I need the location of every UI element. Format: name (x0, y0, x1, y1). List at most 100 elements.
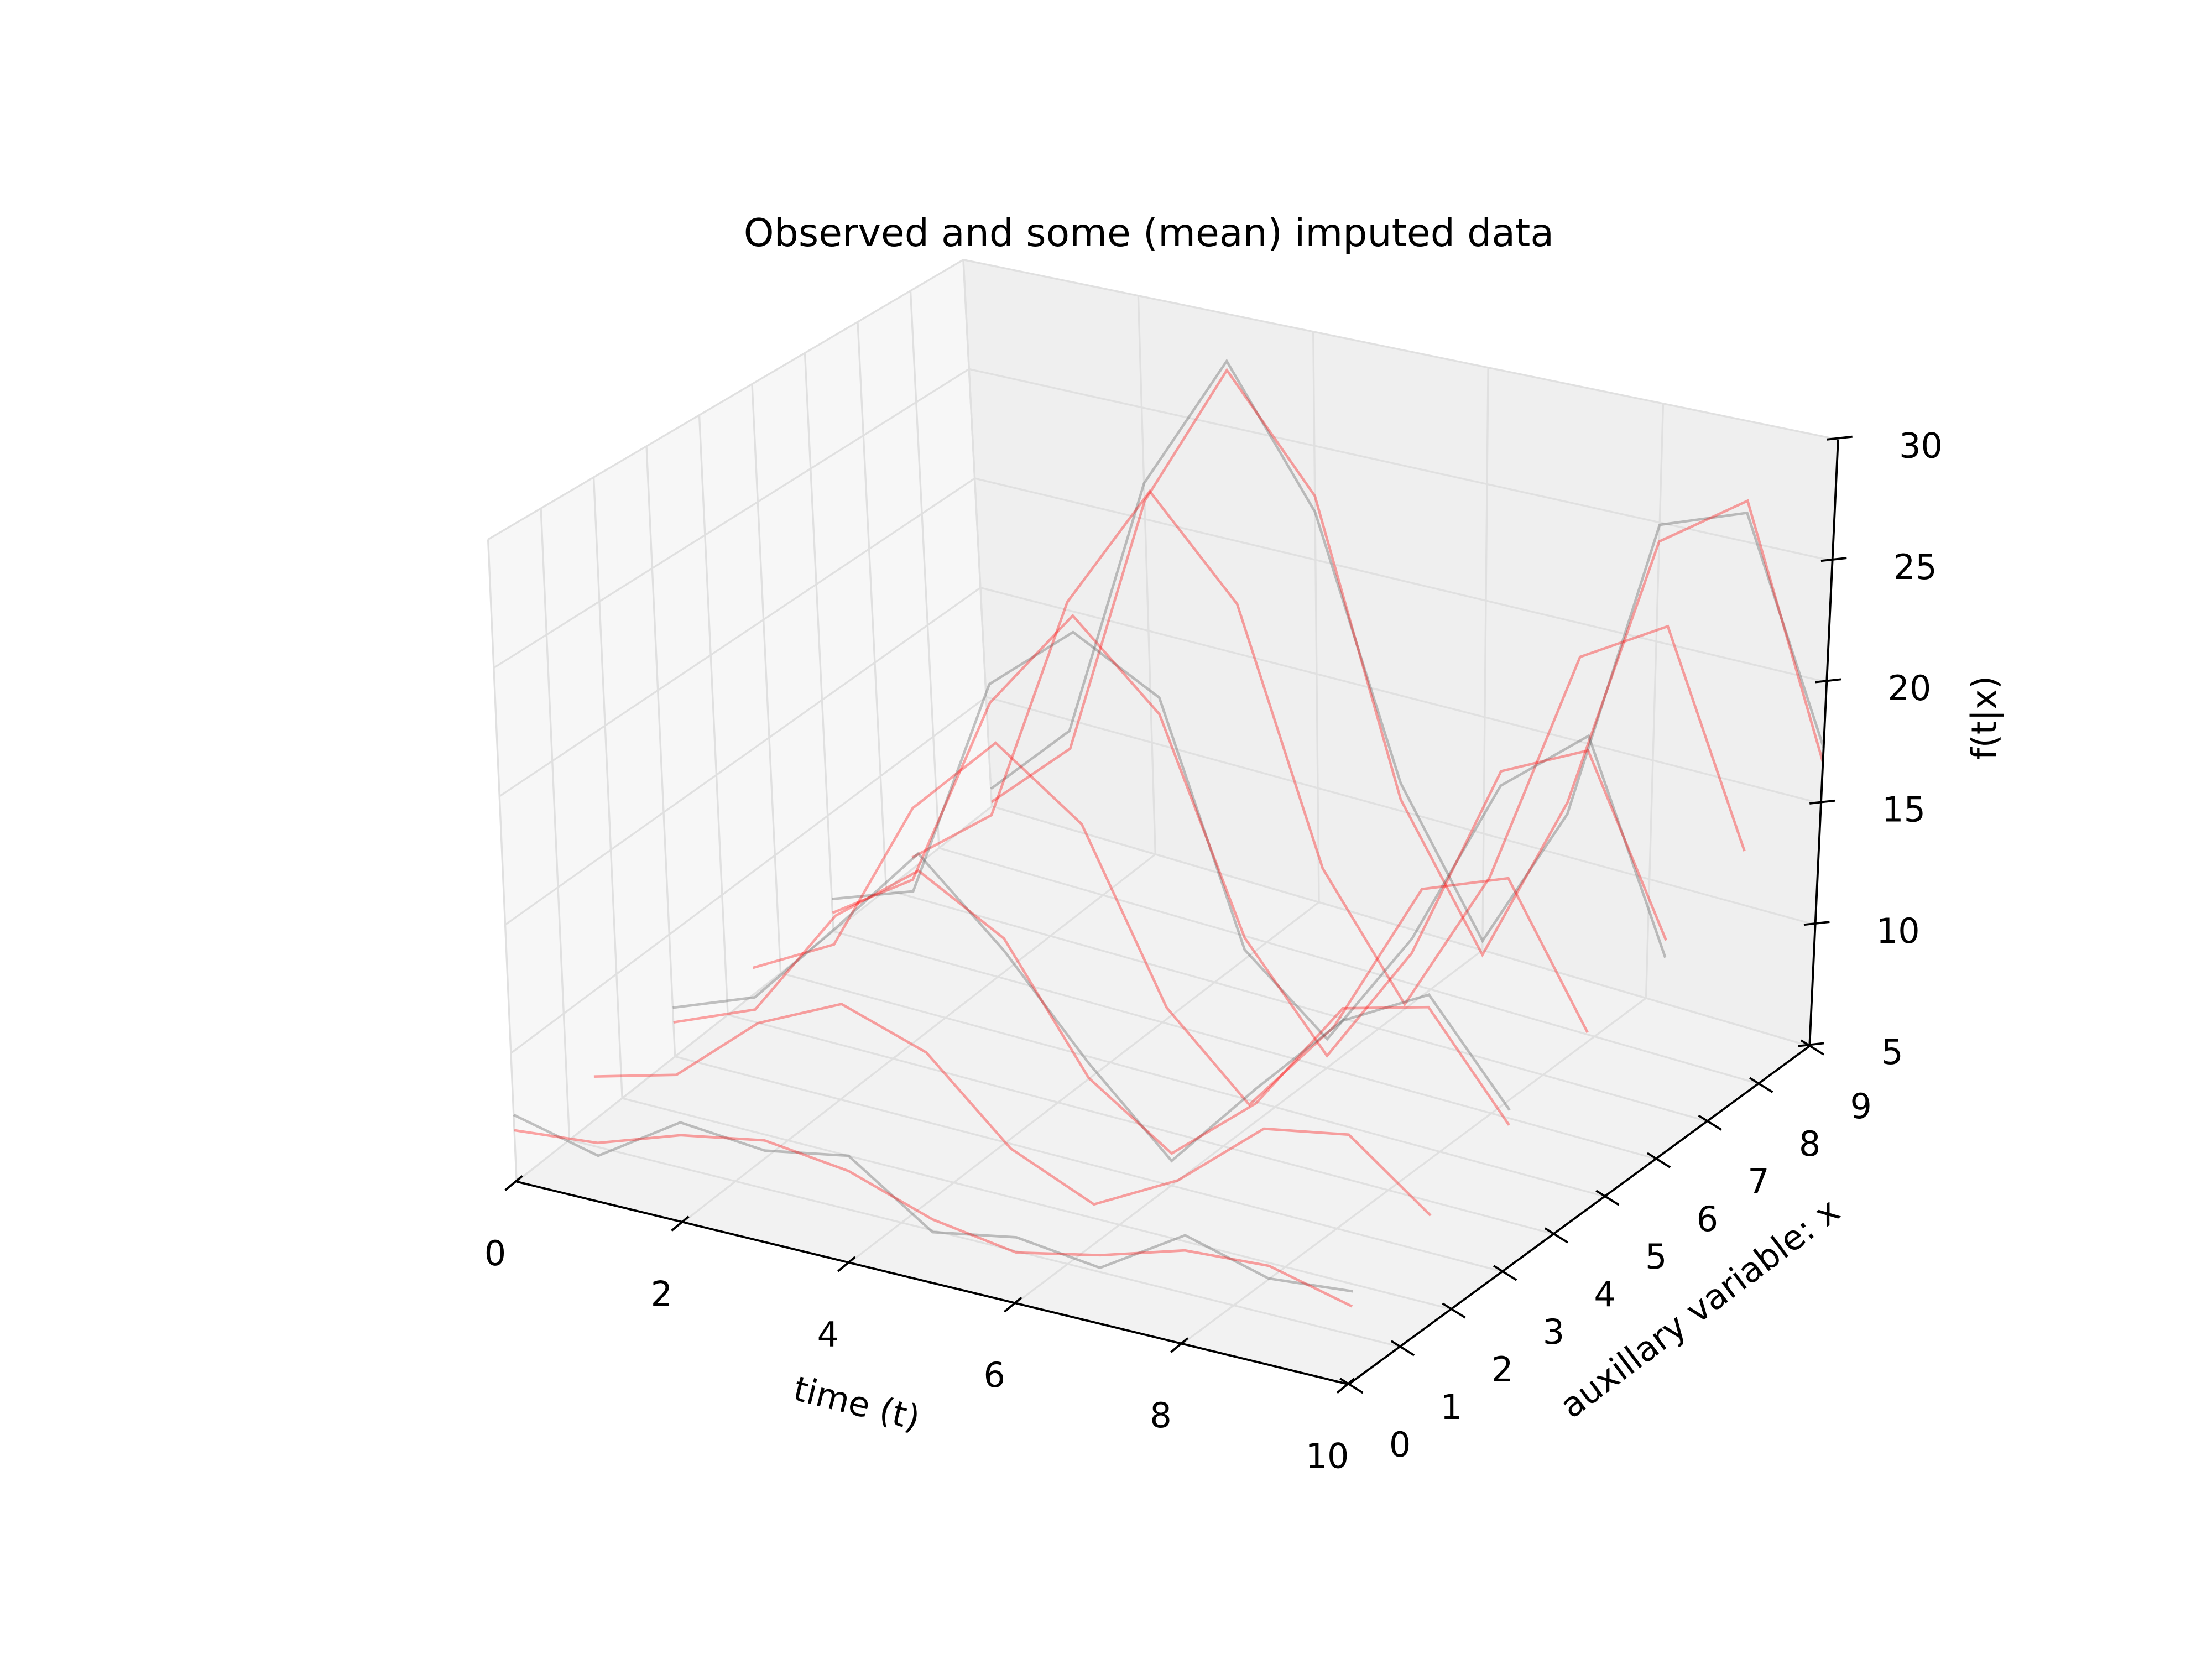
y-tick-label: 4 (1594, 1275, 1615, 1314)
grid-line (592, 477, 623, 1099)
y-tick (1339, 1378, 1364, 1394)
y-tick (1493, 1265, 1517, 1281)
grid-line (499, 477, 975, 797)
x-axis (516, 1180, 1349, 1386)
y-tick-label: 0 (1389, 1425, 1411, 1465)
curve (832, 613, 1667, 1058)
grid-line (780, 972, 1605, 1198)
grid-line (963, 259, 1839, 441)
grid-line (962, 259, 993, 807)
grid-line (675, 1055, 1503, 1272)
curve (990, 368, 1824, 958)
grid-line (1481, 367, 1489, 951)
z-tick (1827, 435, 1853, 441)
y-tick (1698, 1114, 1722, 1131)
z-tick (1809, 799, 1835, 805)
z-tick (1820, 557, 1847, 562)
floor-pane (517, 806, 1810, 1385)
x-tick-label: 8 (1150, 1396, 1171, 1436)
x-tick-label: 6 (983, 1355, 1005, 1395)
y-tick-label: 9 (1850, 1087, 1871, 1126)
y-axis (1348, 1045, 1811, 1385)
y-tick-label: 7 (1747, 1162, 1769, 1202)
y-tick (1442, 1302, 1466, 1319)
grid-line (569, 1139, 1400, 1348)
z-tick-label: 20 (1888, 669, 1932, 708)
grid-line (1181, 997, 1647, 1345)
curve (514, 1129, 1353, 1308)
grid-line (985, 696, 1816, 926)
y-tick-label: 1 (1441, 1387, 1462, 1427)
grid-line (493, 368, 970, 669)
grid-line (516, 805, 993, 1183)
x-tick (671, 1215, 690, 1232)
x-tick-label: 10 (1306, 1436, 1349, 1476)
grid-line (938, 847, 1759, 1085)
x-tick (504, 1175, 523, 1191)
y-tick-label: 3 (1543, 1312, 1564, 1352)
curve (672, 852, 1511, 1163)
y-tick-label: 8 (1799, 1124, 1820, 1164)
y-tick (1646, 1152, 1671, 1168)
z-tick (1815, 678, 1841, 684)
curve (990, 358, 1825, 943)
y-tick-label: 5 (1645, 1237, 1667, 1277)
y-tick-label: 2 (1491, 1350, 1513, 1390)
curve (593, 1003, 1432, 1217)
grid-line (857, 321, 888, 890)
grid-line (622, 1097, 1452, 1310)
x-tick (1170, 1337, 1189, 1353)
z-tick (1803, 921, 1830, 926)
back-pane (963, 259, 1838, 1046)
y-tick (1390, 1340, 1415, 1357)
z-tick-label: 30 (1899, 426, 1943, 466)
x-tick (837, 1256, 856, 1272)
grid-line (540, 508, 571, 1140)
x-tick-label: 2 (651, 1274, 672, 1314)
x-tick (1004, 1296, 1022, 1313)
z-tick (1798, 1042, 1824, 1047)
x-tick-label: 0 (484, 1234, 506, 1274)
grid-line (848, 901, 1320, 1264)
x-tick (1336, 1378, 1355, 1394)
grid-line (804, 353, 834, 932)
grid-line (1645, 403, 1665, 998)
z-tick-label: 25 (1893, 547, 1937, 587)
grid-line (1312, 331, 1320, 902)
grid-line (487, 259, 964, 540)
grid-line (974, 477, 1827, 684)
x-tick-label: 4 (817, 1315, 839, 1355)
z-tick-label: 5 (1881, 1032, 1903, 1072)
y-tick (1595, 1190, 1620, 1206)
grid-line (886, 889, 1708, 1123)
grid-line (968, 368, 1833, 562)
z-tick-label: 10 (1876, 911, 1920, 951)
curve (673, 869, 1510, 1155)
y-tick (1749, 1077, 1773, 1093)
grid-line (645, 446, 676, 1057)
grid-line (992, 805, 1810, 1047)
grid-line (1015, 949, 1483, 1304)
curve (911, 489, 1746, 1007)
chart-title: Observed and some (mean) imputed data (744, 211, 1554, 255)
grid-line (980, 587, 1822, 805)
grid-line (510, 696, 987, 1054)
y-tick (1800, 1039, 1825, 1056)
grid-line (751, 384, 782, 973)
grid-line (833, 930, 1656, 1160)
z-axis-label: f(t|x) (1964, 676, 2005, 760)
grid-line (504, 587, 981, 926)
grid-line (909, 290, 940, 848)
grid-line (727, 1014, 1554, 1235)
y-tick (1544, 1227, 1569, 1244)
y-tick-label: 6 (1697, 1199, 1718, 1239)
z-tick-label: 15 (1882, 790, 1926, 830)
grid-line (1137, 295, 1156, 854)
curve (513, 1113, 1353, 1293)
curve (752, 741, 1589, 1107)
grid-line (682, 853, 1156, 1223)
z-axis (1808, 439, 1839, 1046)
curve (831, 630, 1667, 1041)
